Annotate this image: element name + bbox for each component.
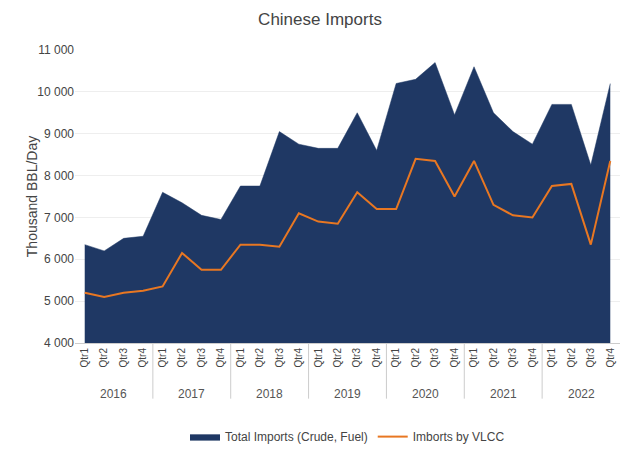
svg-text:Qtr1: Qtr1 — [313, 348, 324, 368]
svg-text:5 000: 5 000 — [44, 294, 74, 308]
svg-text:Qtr4: Qtr4 — [293, 348, 304, 368]
svg-text:2021: 2021 — [490, 387, 517, 401]
svg-text:Qtr3: Qtr3 — [274, 348, 285, 368]
svg-text:Qtr4: Qtr4 — [371, 348, 382, 368]
svg-text:Qtr1: Qtr1 — [235, 348, 246, 368]
svg-text:Total Imports (Crude, Fuel): Total Imports (Crude, Fuel) — [225, 430, 368, 444]
svg-text:Qtr3: Qtr3 — [507, 348, 518, 368]
svg-text:Qtr4: Qtr4 — [605, 348, 616, 368]
svg-text:7 000: 7 000 — [44, 211, 74, 225]
svg-text:Thousand BBL/Day: Thousand BBL/Day — [24, 136, 40, 257]
svg-text:Imborts by VLCC: Imborts by VLCC — [413, 430, 505, 444]
svg-text:Qtr4: Qtr4 — [527, 348, 538, 368]
svg-text:2016: 2016 — [100, 387, 127, 401]
svg-text:2018: 2018 — [256, 387, 283, 401]
svg-text:Qtr3: Qtr3 — [118, 348, 129, 368]
svg-text:2019: 2019 — [334, 387, 361, 401]
svg-text:2022: 2022 — [568, 387, 595, 401]
svg-text:2020: 2020 — [412, 387, 439, 401]
svg-text:10 000: 10 000 — [37, 85, 74, 99]
svg-text:Qtr4: Qtr4 — [137, 348, 148, 368]
svg-text:4 000: 4 000 — [44, 336, 74, 350]
svg-text:Qtr4: Qtr4 — [449, 348, 460, 368]
svg-text:Qtr2: Qtr2 — [176, 348, 187, 368]
svg-text:Qtr3: Qtr3 — [196, 348, 207, 368]
svg-text:Qtr1: Qtr1 — [390, 348, 401, 368]
svg-text:6 000: 6 000 — [44, 252, 74, 266]
svg-text:Qtr2: Qtr2 — [566, 348, 577, 368]
svg-text:Qtr2: Qtr2 — [410, 348, 421, 368]
svg-text:9 000: 9 000 — [44, 127, 74, 141]
svg-text:Qtr2: Qtr2 — [332, 348, 343, 368]
svg-text:Qtr2: Qtr2 — [488, 348, 499, 368]
svg-text:Qtr1: Qtr1 — [468, 348, 479, 368]
svg-text:11 000: 11 000 — [38, 43, 74, 57]
svg-text:Qtr4: Qtr4 — [215, 348, 226, 368]
svg-text:Chinese Imports: Chinese Imports — [258, 10, 382, 29]
svg-text:Qtr1: Qtr1 — [546, 348, 557, 368]
svg-text:Qtr3: Qtr3 — [585, 348, 596, 368]
svg-text:8 000: 8 000 — [44, 169, 74, 183]
svg-text:Qtr2: Qtr2 — [254, 348, 265, 368]
svg-text:Qtr1: Qtr1 — [157, 348, 168, 368]
svg-text:Qtr2: Qtr2 — [98, 348, 109, 368]
svg-text:2017: 2017 — [178, 387, 205, 401]
svg-text:Qtr3: Qtr3 — [351, 348, 362, 368]
svg-text:Qtr1: Qtr1 — [79, 348, 90, 368]
svg-text:Qtr3: Qtr3 — [429, 348, 440, 368]
